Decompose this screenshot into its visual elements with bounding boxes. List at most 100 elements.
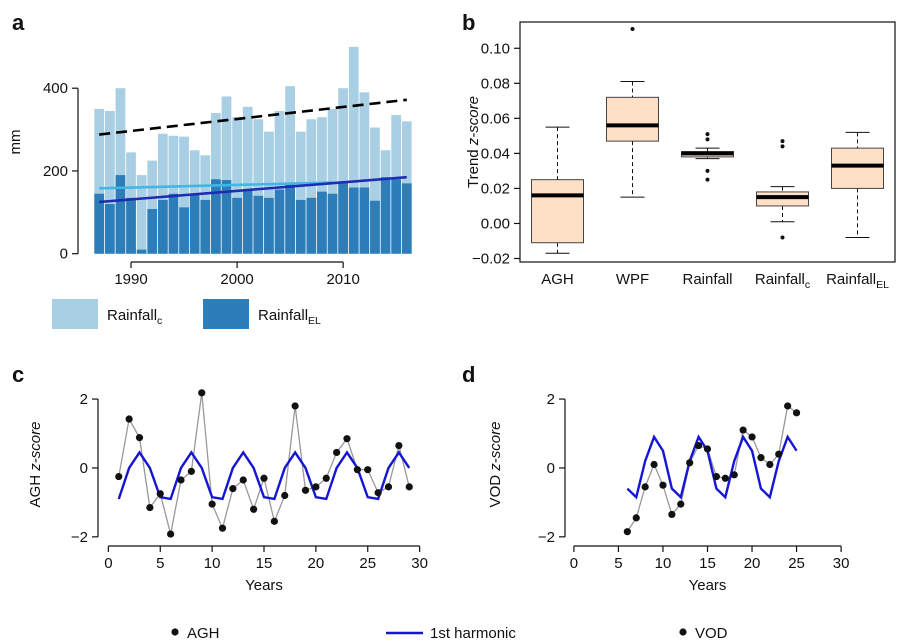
c-observed-point [301, 486, 310, 494]
bar-rainfall-el-1991 [136, 249, 147, 254]
d-x-tick-label: 30 [833, 555, 850, 572]
legend-agh-label: AGH [187, 625, 220, 642]
bar-rainfall-c-1991 [136, 175, 147, 254]
outlier-point [780, 235, 785, 240]
d-observed-point [632, 514, 640, 522]
c-observed-point [312, 483, 320, 491]
c-observed-point [239, 476, 247, 484]
panel-letter-d: d [462, 362, 475, 387]
c-x-tick-label: 30 [411, 555, 428, 572]
d-observed-point [784, 402, 792, 410]
b-category-label-1: WPF [616, 271, 649, 288]
trend-line-1 [99, 181, 333, 190]
d-observed-point [694, 441, 703, 450]
d-observed-point [641, 483, 649, 491]
c-observed-point [405, 483, 413, 491]
b-y-tick-label: 0.08 [481, 75, 510, 92]
legend-swatch-1 [203, 299, 249, 329]
b-y-tick-label: 0.06 [481, 110, 510, 127]
c-observed-point [198, 389, 206, 397]
c-observed-point [115, 472, 123, 481]
bar-rainfall-el-2010 [338, 181, 349, 254]
bar-rainfall-c-2005 [285, 86, 295, 254]
panel-letter-c: c [12, 362, 24, 387]
outlier-point [705, 132, 710, 137]
c-observed-point [125, 415, 133, 423]
c-x-tick-label: 5 [156, 555, 164, 572]
c-x-tick-label: 15 [256, 555, 273, 572]
d-x-tick-label: 5 [614, 555, 622, 572]
legend-label-0-sub: c [157, 315, 162, 327]
legend-agh-dot [171, 628, 179, 636]
d-y-tick-label: 2 [547, 391, 555, 408]
a-y-tick-label: 200 [43, 163, 68, 180]
bar-rainfall-el-2006 [295, 199, 306, 254]
d-x-tick-label: 0 [570, 555, 578, 572]
c-x-tick-label: 20 [308, 555, 325, 572]
outlier-point [630, 27, 635, 32]
b-category-label-2: Rainfall [682, 271, 732, 288]
bar-rainfall-c-1987 [94, 108, 105, 254]
bar-rainfall-el-1995 [179, 207, 189, 254]
bar-rainfall-c-2004 [274, 110, 285, 254]
trend-line-0 [99, 98, 407, 136]
d-observed-point [659, 481, 667, 489]
c-observed-point [229, 485, 237, 493]
d-x-tick-label: 20 [744, 555, 761, 572]
bar-rainfall-el-2004 [274, 189, 285, 254]
b-y-tick-label: 0.10 [481, 40, 510, 57]
d-observed-point [703, 445, 712, 453]
bar-rainfall-el-1994 [168, 193, 179, 254]
c-observed-point [135, 434, 144, 442]
a-y-label: mm [7, 130, 24, 155]
bar-rainfall-c-1989 [115, 88, 126, 254]
bar-rainfall-c-2013 [370, 127, 380, 254]
d-observed-point [686, 459, 694, 467]
c-observed-point [343, 435, 351, 443]
c-x-tick-label: 0 [104, 555, 112, 572]
c-observed-point [395, 441, 403, 450]
outlier-point [705, 177, 710, 182]
c-observed-point [156, 490, 164, 498]
b-category-label-3-main: Rainfall [755, 271, 805, 288]
d-x-tick-label: 25 [788, 555, 805, 572]
c-x-tick-label: 25 [359, 555, 376, 572]
bar-rainfall-el-2011 [348, 187, 359, 254]
b-category-label-3: Rainfallc [755, 271, 810, 291]
bar-rainfall-el-1989 [115, 175, 126, 254]
c-observed-point [364, 466, 372, 474]
d-harmonic-line [626, 434, 798, 500]
c-observed-point [260, 474, 268, 482]
bar-rainfall-el-1999 [221, 180, 232, 254]
b-y-tick-label: 0.04 [481, 145, 510, 162]
bar-rainfall-c-1993 [157, 133, 168, 254]
bar-rainfall-el-2005 [285, 183, 295, 254]
c-observed-point [353, 466, 361, 474]
c-y-tick-label: −2 [71, 529, 88, 546]
b-y-tick-label: −0.02 [472, 250, 510, 267]
b-y-label-main: Trend [465, 145, 482, 188]
bar-rainfall-el-2009 [327, 193, 338, 254]
legend-vod-dot [679, 628, 687, 636]
d-observed-point [623, 528, 631, 536]
d-y-label: VOD z-score [487, 422, 504, 508]
bar-rainfall-el-1993 [157, 199, 168, 254]
b-y-label: Trend z-score [465, 96, 482, 188]
c-observed-point [218, 524, 227, 532]
bar-rainfall-el-1996 [189, 193, 200, 254]
box-1 [606, 96, 659, 142]
bar-rainfall-c-2001 [242, 106, 253, 254]
c-observed-line [118, 392, 410, 535]
c-x-tick-label: 10 [204, 555, 221, 572]
bar-rainfall-el-2003 [264, 197, 274, 254]
bar-rainfall-el-1990 [126, 197, 136, 254]
d-y-tick-label: 0 [547, 460, 555, 477]
panel-letter-a: a [12, 10, 25, 35]
c-observed-point [187, 467, 195, 475]
c-y-label-main: AGH [27, 471, 44, 508]
legend-label-0: Rainfallc [107, 307, 162, 327]
bar-rainfall-c-2009 [327, 108, 338, 254]
a-x-tick-label: 1990 [114, 271, 147, 288]
d-x-tick-label: 10 [655, 555, 672, 572]
a-x-tick-label: 2010 [326, 271, 359, 288]
